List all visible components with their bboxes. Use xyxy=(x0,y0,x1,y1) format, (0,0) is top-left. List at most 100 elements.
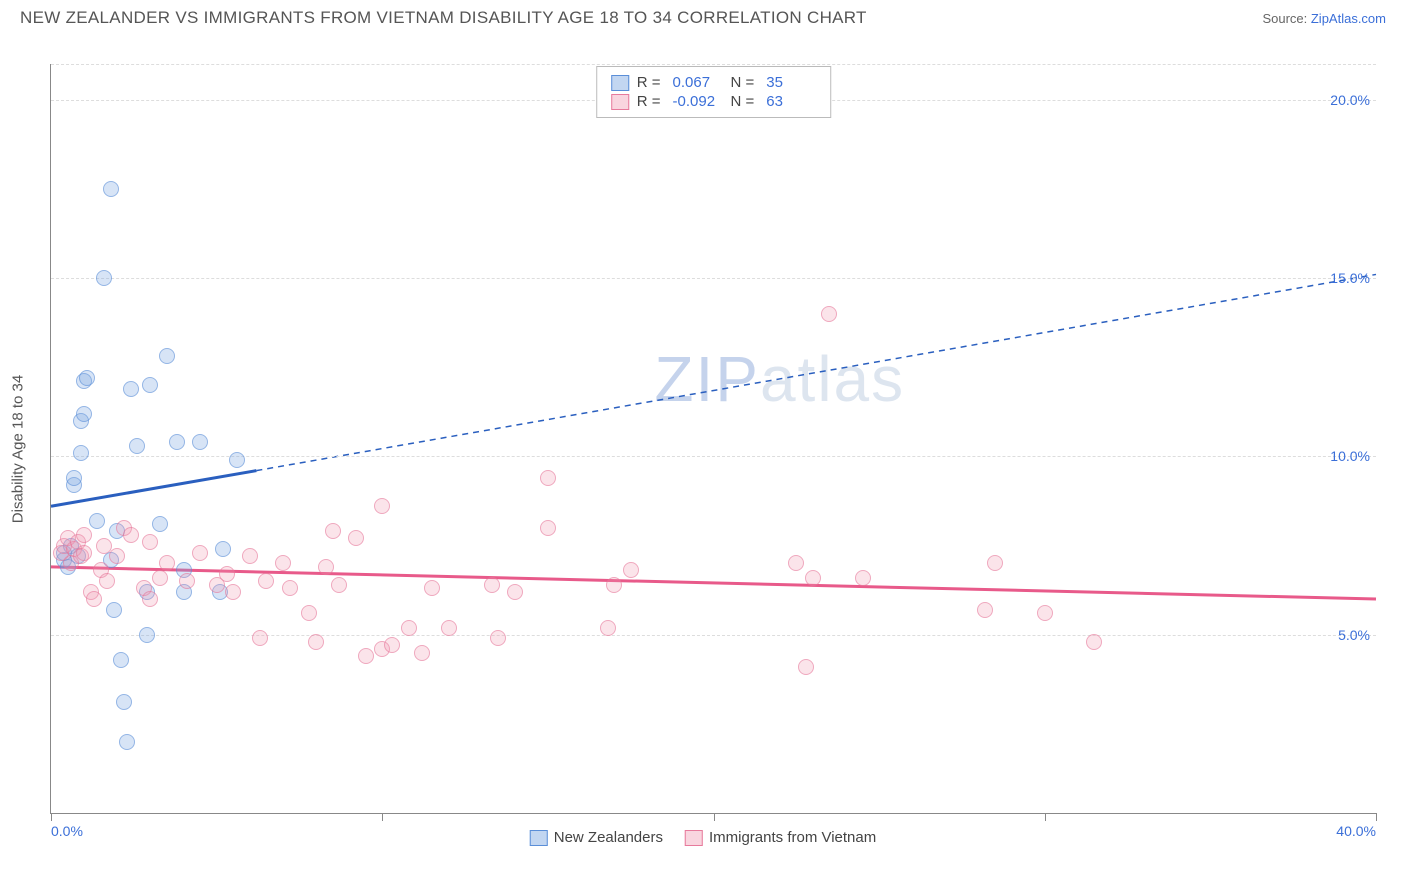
trend-lines-svg xyxy=(51,64,1376,813)
scatter-point-pink xyxy=(821,306,837,322)
scatter-point-pink xyxy=(308,634,324,650)
legend-swatch-blue xyxy=(611,75,629,91)
scatter-point-pink xyxy=(540,470,556,486)
scatter-point-pink xyxy=(76,527,92,543)
scatter-point-pink xyxy=(109,548,125,564)
gridline-h xyxy=(51,64,1376,65)
plot-area: ZIPatlas R = 0.067 N = 35 R = -0.092 N =… xyxy=(50,64,1376,814)
scatter-point-blue xyxy=(106,602,122,618)
scatter-point-pink xyxy=(301,605,317,621)
scatter-point-pink xyxy=(325,523,341,539)
scatter-point-pink xyxy=(192,545,208,561)
scatter-point-pink xyxy=(977,602,993,618)
scatter-point-blue xyxy=(103,181,119,197)
legend-item-blue: New Zealanders xyxy=(530,829,663,846)
scatter-point-pink xyxy=(318,559,334,575)
scatter-point-pink xyxy=(331,577,347,593)
x-tick xyxy=(382,813,383,821)
x-tick xyxy=(1376,813,1377,821)
scatter-point-pink xyxy=(606,577,622,593)
scatter-point-pink xyxy=(540,520,556,536)
y-tick-label: 20.0% xyxy=(1330,92,1370,108)
scatter-point-blue xyxy=(79,370,95,386)
scatter-point-pink xyxy=(123,527,139,543)
legend-label-pink: Immigrants from Vietnam xyxy=(709,829,876,846)
scatter-point-blue xyxy=(119,734,135,750)
chart-container: Disability Age 18 to 34 ZIPatlas R = 0.0… xyxy=(0,34,1406,864)
scatter-point-pink xyxy=(219,566,235,582)
gridline-h xyxy=(51,456,1376,457)
scatter-point-blue xyxy=(169,434,185,450)
x-tick-label: 0.0% xyxy=(51,823,83,839)
gridline-h xyxy=(51,278,1376,279)
scatter-point-pink xyxy=(600,620,616,636)
scatter-point-blue xyxy=(113,652,129,668)
scatter-point-pink xyxy=(507,584,523,600)
scatter-point-blue xyxy=(116,694,132,710)
scatter-point-blue xyxy=(76,406,92,422)
scatter-point-pink xyxy=(225,584,241,600)
source-link[interactable]: ZipAtlas.com xyxy=(1311,11,1386,26)
legend-r-value-blue: 0.067 xyxy=(673,74,723,91)
legend-swatch-pink xyxy=(685,830,703,846)
legend-label-blue: New Zealanders xyxy=(554,829,663,846)
scatter-point-blue xyxy=(66,470,82,486)
header: NEW ZEALANDER VS IMMIGRANTS FROM VIETNAM… xyxy=(0,0,1406,34)
y-tick-label: 15.0% xyxy=(1330,270,1370,286)
y-tick-label: 10.0% xyxy=(1330,448,1370,464)
x-tick xyxy=(714,813,715,821)
scatter-point-pink xyxy=(142,591,158,607)
gridline-h xyxy=(51,635,1376,636)
trend-line-dashed-blue xyxy=(256,274,1376,470)
x-tick xyxy=(51,813,52,821)
scatter-point-blue xyxy=(215,541,231,557)
scatter-point-blue xyxy=(123,381,139,397)
scatter-point-blue xyxy=(142,377,158,393)
scatter-point-pink xyxy=(179,573,195,589)
legend-n-value-pink: 63 xyxy=(766,93,816,110)
scatter-point-pink xyxy=(805,570,821,586)
scatter-point-blue xyxy=(192,434,208,450)
scatter-point-pink xyxy=(242,548,258,564)
scatter-point-pink xyxy=(987,555,1003,571)
scatter-point-pink xyxy=(76,545,92,561)
scatter-point-pink xyxy=(282,580,298,596)
x-tick-label: 40.0% xyxy=(1336,823,1376,839)
scatter-point-pink xyxy=(252,630,268,646)
trend-line-pink xyxy=(51,567,1376,599)
legend-row-blue: R = 0.067 N = 35 xyxy=(611,73,817,92)
scatter-point-pink xyxy=(798,659,814,675)
scatter-point-pink xyxy=(358,648,374,664)
scatter-point-pink xyxy=(152,570,168,586)
scatter-point-blue xyxy=(139,627,155,643)
legend-n-label: N = xyxy=(731,93,755,110)
scatter-point-pink xyxy=(855,570,871,586)
scatter-point-pink xyxy=(484,577,500,593)
scatter-point-blue xyxy=(229,452,245,468)
x-tick xyxy=(1045,813,1046,821)
legend-correlation: R = 0.067 N = 35 R = -0.092 N = 63 xyxy=(596,66,832,118)
scatter-point-pink xyxy=(1086,634,1102,650)
source-credit: Source: ZipAtlas.com xyxy=(1262,11,1386,26)
source-prefix: Source: xyxy=(1262,11,1310,26)
scatter-point-blue xyxy=(159,348,175,364)
legend-swatch-blue xyxy=(530,830,548,846)
legend-n-value-blue: 35 xyxy=(766,74,816,91)
legend-r-label: R = xyxy=(637,74,661,91)
scatter-point-pink xyxy=(623,562,639,578)
legend-r-value-pink: -0.092 xyxy=(673,93,723,110)
legend-r-label: R = xyxy=(637,93,661,110)
legend-row-pink: R = -0.092 N = 63 xyxy=(611,92,817,111)
scatter-point-pink xyxy=(142,534,158,550)
scatter-point-blue xyxy=(129,438,145,454)
scatter-point-blue xyxy=(73,445,89,461)
scatter-point-pink xyxy=(99,573,115,589)
scatter-point-pink xyxy=(490,630,506,646)
scatter-point-pink xyxy=(374,498,390,514)
legend-series: New Zealanders Immigrants from Vietnam xyxy=(530,829,877,846)
y-axis-label: Disability Age 18 to 34 xyxy=(10,375,27,523)
scatter-point-pink xyxy=(348,530,364,546)
scatter-point-pink xyxy=(441,620,457,636)
scatter-point-pink xyxy=(788,555,804,571)
chart-title: NEW ZEALANDER VS IMMIGRANTS FROM VIETNAM… xyxy=(20,8,867,28)
